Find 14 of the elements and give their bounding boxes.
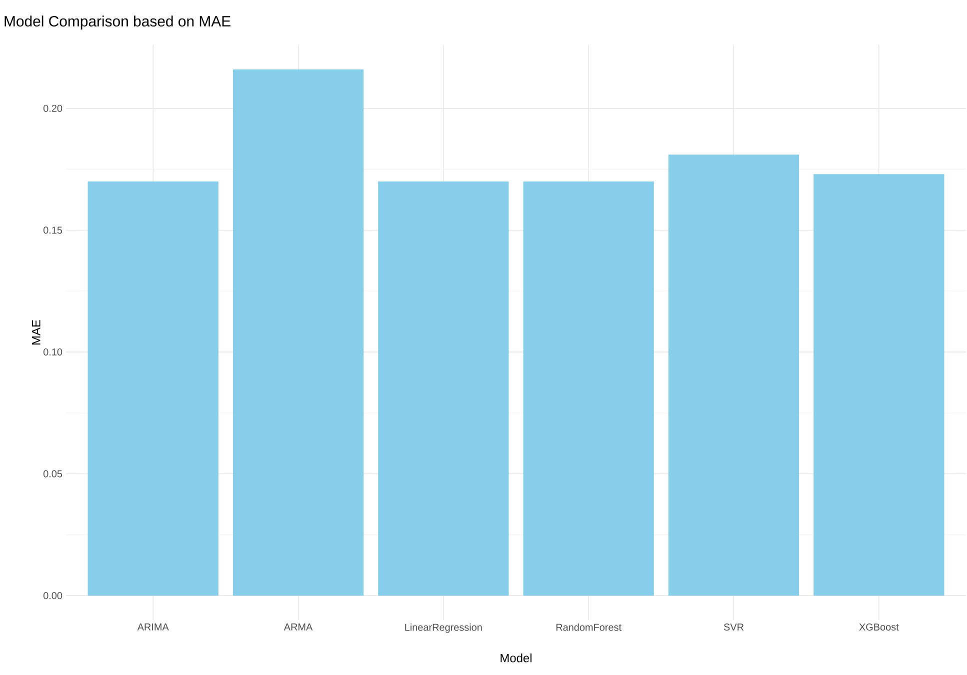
- x-tick-label: ARMA: [284, 624, 313, 630]
- y-tick-label: 0.20: [43, 104, 62, 112]
- x-tick-label: RandomForest: [556, 624, 622, 631]
- x-axis-title: Model: [500, 654, 532, 662]
- chart-title: Model Comparison based on MAE: [4, 16, 230, 30]
- x-tick-label: LinearRegression: [405, 624, 482, 633]
- y-axis-title: MAE: [32, 320, 40, 344]
- y-tick-label: 0.10: [43, 348, 62, 356]
- y-tick-label: 0.05: [43, 470, 62, 478]
- x-tick-label: SVR: [724, 624, 744, 631]
- x-tick-label: ARIMA: [137, 624, 169, 630]
- y-tick-label: 0.00: [43, 592, 62, 600]
- y-tick-label: 0.15: [43, 226, 62, 234]
- x-tick-label: XGBoost: [859, 624, 899, 631]
